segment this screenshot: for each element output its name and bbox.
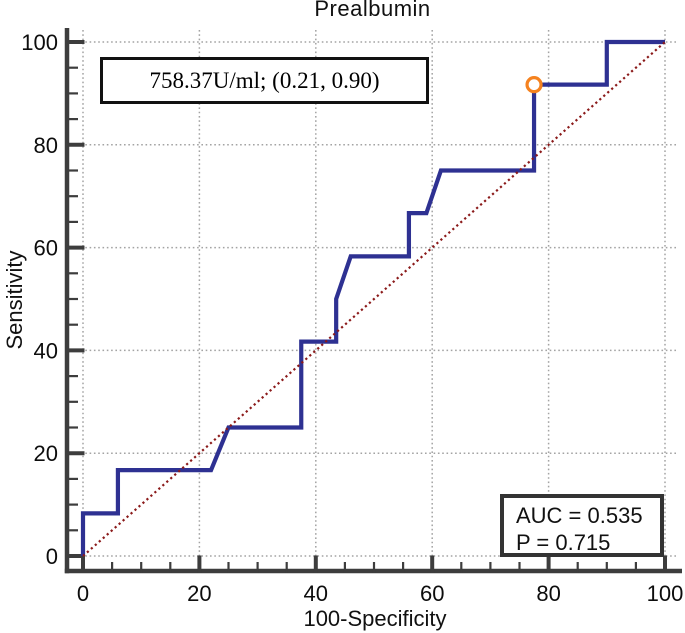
- optimal-cutoff-marker: [525, 76, 543, 94]
- auc-value-text: AUC = 0.535: [516, 503, 643, 528]
- roc-curve-line: [80, 39, 665, 556]
- x-tick-label: 20: [187, 581, 211, 606]
- x-axis-label: 100-Specificity: [303, 606, 447, 631]
- x-tick-label: 60: [420, 581, 444, 606]
- y-axis-label: Sensitivity: [2, 250, 27, 350]
- cutoff-annotation-text: 758.37U/ml; (0.21, 0.90): [149, 67, 380, 93]
- y-tick-label: 60: [34, 236, 58, 261]
- x-tick-label: 0: [77, 581, 89, 606]
- x-tick-label: 100: [647, 581, 684, 606]
- reference-diagonal-line: [82, 41, 666, 557]
- x-tick-label: 80: [536, 581, 560, 606]
- x-tick-label: 40: [304, 581, 328, 606]
- y-tick-label: 20: [34, 441, 58, 466]
- y-tick-label: 80: [34, 133, 58, 158]
- p-value-text: P = 0.715: [516, 530, 611, 555]
- auc-stats-box: AUC = 0.535 P = 0.715: [500, 494, 664, 557]
- y-tick-label: 40: [34, 338, 58, 363]
- y-tick-label: 0: [46, 544, 58, 569]
- y-tick-label: 100: [21, 30, 58, 55]
- cutoff-annotation-box: 758.37U/ml; (0.21, 0.90): [100, 57, 429, 104]
- chart-title: Prealbumin: [314, 0, 431, 21]
